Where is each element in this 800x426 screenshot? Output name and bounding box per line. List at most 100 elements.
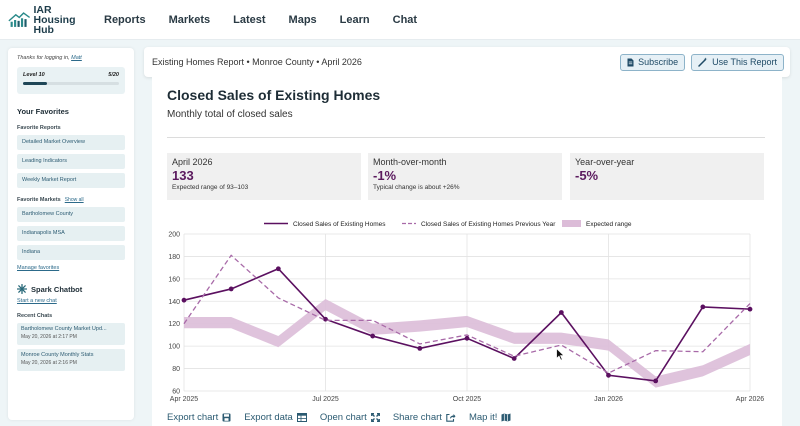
favorite-market-item[interactable]: Indianapolis MSA <box>17 226 125 241</box>
mouse-cursor-icon <box>556 348 565 361</box>
export-chart-label: Export chart <box>167 412 219 423</box>
document-icon <box>627 58 634 66</box>
favorite-report-item[interactable]: Detailed Market Overview <box>17 135 125 150</box>
thanks-message: Thanks for logging in, Matt <box>17 55 125 61</box>
recent-chats-title: Recent Chats <box>17 313 125 319</box>
recent-chat-item[interactable]: Bartholomew County Market Upd... May 20,… <box>17 323 125 345</box>
y-tick-label: 140 <box>168 299 180 306</box>
favorite-market-item[interactable]: Indiana <box>17 245 125 260</box>
legend-label-previous-year: Closed Sales of Existing Homes Previous … <box>421 221 556 228</box>
nav-latest[interactable]: Latest <box>233 13 266 26</box>
y-tick-label: 120 <box>168 321 180 328</box>
report-header: Existing Homes Report • Monroe County • … <box>144 47 790 77</box>
magic-wand-icon <box>698 57 708 67</box>
spark-icon <box>17 284 27 294</box>
favorite-reports-title: Favorite Reports <box>17 125 125 131</box>
data-point <box>464 335 470 341</box>
data-point <box>511 356 517 361</box>
share-icon <box>446 413 456 422</box>
manage-favorites-link[interactable]: Manage favorites <box>17 265 60 271</box>
top-nav: IAR Housing Hub Reports Markets Latest M… <box>0 0 800 40</box>
x-tick-label: Apr 2026 <box>736 396 765 403</box>
x-tick-label: Oct 2025 <box>453 396 482 403</box>
stat-label: Year-over-year <box>575 157 635 167</box>
share-chart-button[interactable]: Share chart <box>393 412 456 423</box>
save-icon <box>222 413 231 422</box>
page-subtitle: Monthly total of closed sales <box>167 109 293 120</box>
table-icon <box>296 413 307 422</box>
stat-current-month: April 2026 133 Expected range of 93–103 <box>167 153 361 200</box>
data-point <box>747 306 753 312</box>
legend-label-expected-range: Expected range <box>586 221 632 228</box>
show-all-link[interactable]: Show all <box>64 197 84 203</box>
subscribe-button[interactable]: Subscribe <box>620 53 686 71</box>
x-tick-label: Jul 2025 <box>312 396 339 403</box>
y-tick-label: 180 <box>168 254 180 261</box>
nav-learn[interactable]: Learn <box>339 13 370 26</box>
y-tick-label: 100 <box>168 344 180 351</box>
y-tick-label: 60 <box>172 389 180 396</box>
recent-chat-title: Bartholomew County Market Upd... <box>21 326 107 332</box>
nav-maps[interactable]: Maps <box>288 13 317 26</box>
expected-range-band <box>184 299 750 388</box>
use-report-label: Use This Report <box>712 57 777 67</box>
level-label: Level 10 <box>23 72 45 78</box>
favorite-markets-label: Favorite Markets <box>17 197 61 203</box>
nav-markets[interactable]: Markets <box>168 13 211 26</box>
chart-container: 60 80 100 120 140 160 180 200 Apr 2025 Jul 2025 Oc… <box>152 214 782 408</box>
thanks-prefix: Thanks for logging in, <box>17 55 70 61</box>
chatbot-title-label: Spark Chatbot <box>31 284 83 294</box>
stat-value: -1% <box>373 168 397 183</box>
share-chart-label: Share chart <box>392 412 442 423</box>
data-point <box>417 345 423 351</box>
stat-note: Expected range of 93–103 <box>172 184 249 191</box>
nav-items: Reports Markets Latest Maps Learn Chat <box>104 14 440 26</box>
data-point <box>653 378 659 384</box>
level-progress-bar <box>23 82 119 85</box>
recent-chat-item[interactable]: Monroe County Monthly Stats May 20, 2026… <box>17 349 125 371</box>
export-data-button[interactable]: Export data <box>244 412 307 423</box>
data-point <box>558 310 564 315</box>
stat-note: Typical change is about +26% <box>373 184 460 191</box>
y-tick-label: 200 <box>168 232 180 239</box>
closed-sales-chart[interactable]: 60 80 100 120 140 160 180 200 Apr 2025 Jul 2025 Oc… <box>152 214 782 408</box>
sidebar: Thanks for logging in, Matt Level 10 5/2… <box>8 48 134 420</box>
x-tick-label: Apr 2025 <box>170 396 199 403</box>
page-title: Closed Sales of Existing Homes <box>167 87 381 103</box>
level-box: Level 10 5/20 <box>17 67 125 94</box>
stat-value: -5% <box>575 168 599 183</box>
x-tick-label: Jan 2026 <box>594 396 623 403</box>
chatbot-title: Spark Chatbot <box>17 284 125 294</box>
subscribe-label: Subscribe <box>638 57 679 67</box>
logo-text: IAR Housing Hub <box>33 4 90 36</box>
stat-year-over-year: Year-over-year -5% <box>570 153 764 200</box>
favorites-title: Your Favorites <box>17 107 69 116</box>
legend-label-current: Closed Sales of Existing Homes <box>293 221 386 228</box>
use-report-button[interactable]: Use This Report <box>691 53 784 71</box>
favorite-report-item[interactable]: Leading Indicators <box>17 154 125 169</box>
report-card: Closed Sales of Existing Homes Monthly t… <box>152 77 782 426</box>
nav-chat[interactable]: Chat <box>392 13 418 26</box>
stat-month-over-month: Month-over-month -1% Typical change is a… <box>368 153 562 200</box>
level-progress-fill <box>23 82 47 85</box>
logo[interactable]: IAR Housing Hub <box>8 4 90 36</box>
open-chart-button[interactable]: Open chart <box>320 412 380 423</box>
stat-label: April 2026 <box>172 157 213 167</box>
series-line-previous-year <box>183 254 751 374</box>
export-chart-button[interactable]: Export chart <box>167 412 231 423</box>
favorite-report-item[interactable]: Weekly Market Report <box>17 173 125 188</box>
nav-reports[interactable]: Reports <box>104 13 146 26</box>
new-chat-link[interactable]: Start a new chat <box>17 298 57 304</box>
logo-line-2: Housing Hub <box>33 13 76 36</box>
favorite-market-item[interactable]: Bartholomew County <box>17 207 125 222</box>
map-it-button[interactable]: Map it! <box>469 412 512 423</box>
stat-label: Month-over-month <box>373 157 447 167</box>
user-name-link[interactable]: Matt <box>71 55 82 61</box>
data-point <box>228 286 234 292</box>
legend-swatch-expected-range <box>562 220 581 227</box>
favorite-reports-label: Favorite Reports <box>17 125 61 131</box>
expand-icon <box>370 413 380 422</box>
recent-chat-date: May 20, 2026 at 2:16 PM <box>21 360 77 366</box>
stat-value: 133 <box>172 168 194 183</box>
open-chart-label: Open chart <box>319 412 367 423</box>
